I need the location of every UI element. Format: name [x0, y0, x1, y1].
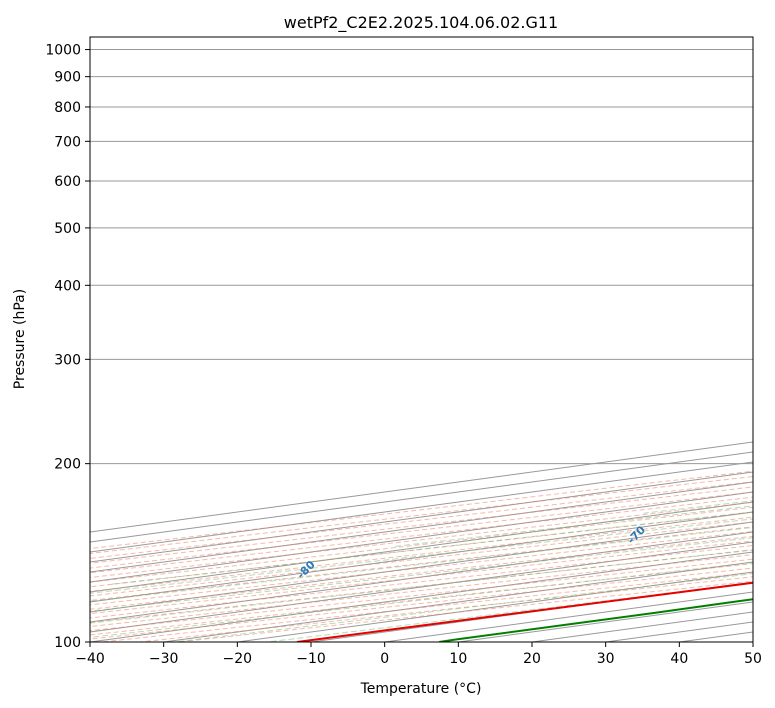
- isotherm-line: [90, 511, 753, 603]
- plot-frame: [89, 36, 754, 643]
- x-tick-label: 0: [380, 651, 389, 667]
- y-tick-label: 300: [54, 352, 81, 368]
- y-tick-label: 400: [54, 278, 81, 294]
- isotherm-line: [90, 531, 753, 623]
- x-tick-label: 10: [449, 651, 467, 667]
- isotherm-line: [90, 501, 753, 593]
- y-axis-label: Pressure (hPa): [12, 289, 28, 389]
- x-tick-label: −10: [296, 651, 326, 667]
- isotherm-line: [90, 451, 753, 543]
- y-tick-label: 500: [54, 221, 81, 237]
- isotherm-line: [90, 521, 753, 613]
- y-tick-label: 700: [54, 134, 81, 150]
- isotherm-line: [90, 461, 753, 553]
- y-tick-label: 600: [54, 174, 81, 190]
- x-tick-label: 40: [670, 651, 688, 667]
- chart-title: wetPf2_C2E2.2025.104.06.02.G11: [284, 13, 558, 33]
- x-tick-label: −40: [75, 651, 105, 667]
- y-tick-label: 900: [54, 70, 81, 86]
- x-tick-label: 20: [523, 651, 541, 667]
- background-lines: [90, 49, 753, 642]
- y-axis: 100 200 300 400 500 600 700 800 900 1000: [45, 43, 90, 651]
- y-tick-label: 800: [54, 100, 81, 116]
- x-axis: −40 −30 −20 −10 0 10 20 30 40 50: [75, 642, 762, 667]
- x-tick-label: 30: [597, 651, 615, 667]
- y-tick-label: 1000: [45, 43, 81, 59]
- x-tick-label: −20: [223, 651, 253, 667]
- x-tick-label: −30: [149, 651, 179, 667]
- y-tick-label: 100: [54, 635, 81, 651]
- isotherm-line: [90, 471, 753, 563]
- isotherm-line: [90, 481, 753, 573]
- isotherm-line: [90, 491, 753, 583]
- x-tick-label: 50: [744, 651, 762, 667]
- y-tick-label: 200: [54, 457, 81, 473]
- x-axis-label: Temperature (°C): [360, 681, 482, 697]
